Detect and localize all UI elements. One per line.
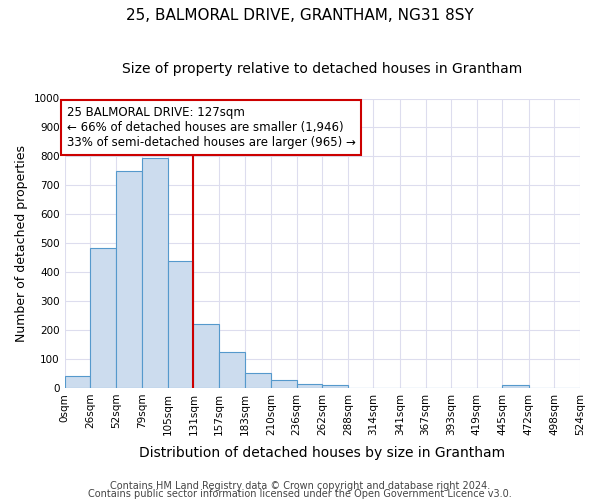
X-axis label: Distribution of detached houses by size in Grantham: Distribution of detached houses by size … [139,446,505,460]
Title: Size of property relative to detached houses in Grantham: Size of property relative to detached ho… [122,62,523,76]
Bar [168,260,193,388]
Y-axis label: Number of detached properties: Number of detached properties [15,144,28,342]
Text: Contains public sector information licensed under the Open Government Licence v3: Contains public sector information licen… [88,489,512,499]
Bar [219,352,245,388]
Bar [322,385,348,388]
Bar [90,248,116,388]
Text: Contains HM Land Registry data © Crown copyright and database right 2024.: Contains HM Land Registry data © Crown c… [110,481,490,491]
Bar [193,324,219,388]
Bar [502,385,529,388]
Bar [271,380,296,388]
Bar [245,374,271,388]
Bar [142,158,168,388]
Bar [65,376,90,388]
Bar [116,171,142,388]
Text: 25, BALMORAL DRIVE, GRANTHAM, NG31 8SY: 25, BALMORAL DRIVE, GRANTHAM, NG31 8SY [126,8,474,22]
Bar [296,384,322,388]
Text: 25 BALMORAL DRIVE: 127sqm
← 66% of detached houses are smaller (1,946)
33% of se: 25 BALMORAL DRIVE: 127sqm ← 66% of detac… [67,106,355,148]
